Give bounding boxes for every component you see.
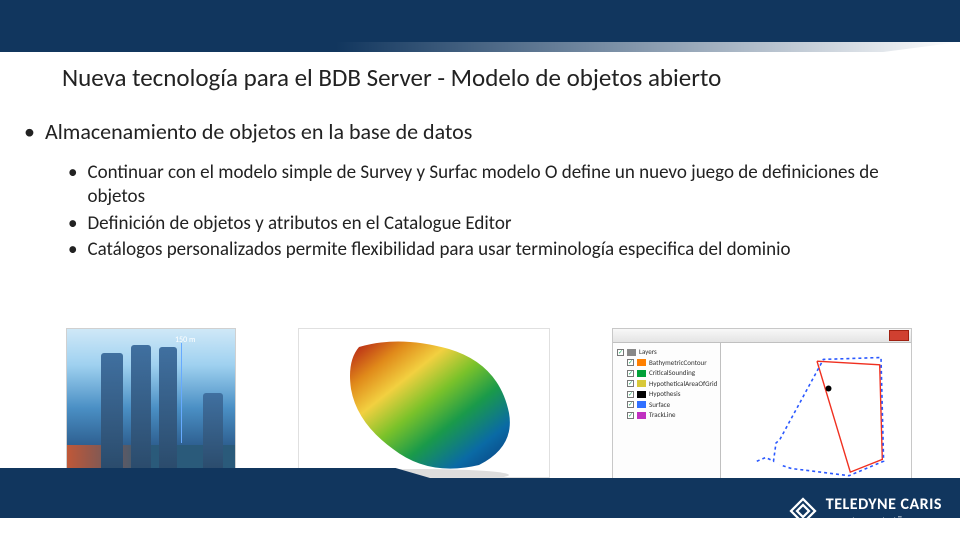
map-hypothesis-point (826, 385, 832, 391)
layer-checkbox[interactable] (627, 412, 634, 419)
layer-label: Layers (639, 347, 657, 358)
map-panel (721, 343, 911, 481)
bullet-dot: • (68, 238, 77, 262)
layer-color-swatch (637, 370, 646, 377)
bullet-dot: • (68, 161, 77, 210)
top-banner (0, 0, 960, 42)
layer-color-swatch (637, 359, 646, 366)
img1-pillar (131, 345, 151, 473)
tree-layer-row[interactable]: TrackLine (617, 410, 718, 421)
layer-label: HypotheticalAreaOfGrid (649, 379, 717, 390)
bullet-l2-2: • Catálogos personalizados permite flexi… (68, 238, 920, 262)
tree-layer-row[interactable]: CriticalSounding (617, 368, 718, 379)
layer-color-swatch (627, 349, 636, 356)
img1-pillar (159, 347, 177, 473)
brand-text: TELEDYNE CARIS Everywhereyoulook™ (826, 497, 942, 526)
slide: Nueva tecnología para el BDB Server - Mo… (0, 0, 960, 540)
layer-label: CriticalSounding (649, 368, 695, 379)
slide-title: Nueva tecnología para el BDB Server - Mo… (62, 62, 721, 93)
brand-logo-icon (788, 496, 818, 526)
layer-color-swatch (637, 380, 646, 387)
window-close-button[interactable] (889, 330, 909, 341)
image-1-sonar-terrain: 150 m (66, 328, 236, 474)
image-2-color-terrain (298, 328, 550, 478)
img1-pillar (101, 353, 123, 473)
window-titlebar (613, 329, 911, 343)
img1-scale-label: 150 m (175, 335, 195, 345)
images-row: 150 m (66, 328, 912, 482)
tree-layer-row[interactable]: BathymetricContour (617, 358, 718, 369)
tree-layer-row[interactable]: Hypothesis (617, 389, 718, 400)
layer-checkbox[interactable] (627, 359, 634, 366)
img3-map-svg (721, 343, 913, 483)
layer-checkbox[interactable] (617, 349, 624, 356)
bullet-dot: • (24, 118, 35, 145)
layer-checkbox[interactable] (627, 391, 634, 398)
brand-name: TELEDYNE CARIS (826, 497, 942, 513)
layer-label: Hypothesis (649, 389, 681, 400)
layer-tree-panel: LayersBathymetricContourCriticalSounding… (613, 343, 721, 481)
map-trackline (757, 358, 884, 476)
layer-color-swatch (637, 401, 646, 408)
tree-layer-row[interactable]: Layers (617, 347, 718, 358)
map-polygon (817, 361, 882, 472)
brand-tagline: Everywhereyoulook™ (826, 515, 942, 526)
layer-checkbox[interactable] (627, 370, 634, 377)
layer-label: Surface (649, 400, 670, 411)
layer-color-swatch (637, 412, 646, 419)
body-text: • Almacenamiento de objetos en la base d… (24, 118, 920, 264)
image-3-catalogue-window: LayersBathymetricContourCriticalSounding… (612, 328, 912, 482)
brand-block: TELEDYNE CARIS Everywhereyoulook™ (788, 496, 942, 526)
tree-layer-row[interactable]: HypotheticalAreaOfGrid (617, 379, 718, 390)
bullet-l2-1-text: Definición de objetos y atributos en el … (87, 212, 511, 236)
img1-scale-bar (181, 343, 182, 443)
bullet-dot: • (68, 212, 77, 236)
bullet-l2-1: • Definición de objetos y atributos en e… (68, 212, 920, 236)
bullet-l2-0-text: Continuar con el modelo simple de Survey… (87, 161, 920, 210)
layer-checkbox[interactable] (627, 401, 634, 408)
layer-checkbox[interactable] (627, 380, 634, 387)
layer-label: TrackLine (649, 410, 675, 421)
layer-color-swatch (637, 391, 646, 398)
bullet-l1-text: Almacenamiento de objetos en la base de … (45, 118, 472, 145)
bullet-l1: • Almacenamiento de objetos en la base d… (24, 118, 920, 145)
layer-label: BathymetricContour (649, 358, 707, 369)
tree-layer-row[interactable]: Surface (617, 400, 718, 411)
bullet-l2-0: • Continuar con el modelo simple de Surv… (68, 161, 920, 210)
img2-terrain-patch (350, 341, 510, 468)
img2-svg (299, 329, 550, 478)
bullet-l2-2-text: Catálogos personalizados permite flexibi… (87, 238, 790, 262)
img1-pillar (203, 393, 223, 473)
